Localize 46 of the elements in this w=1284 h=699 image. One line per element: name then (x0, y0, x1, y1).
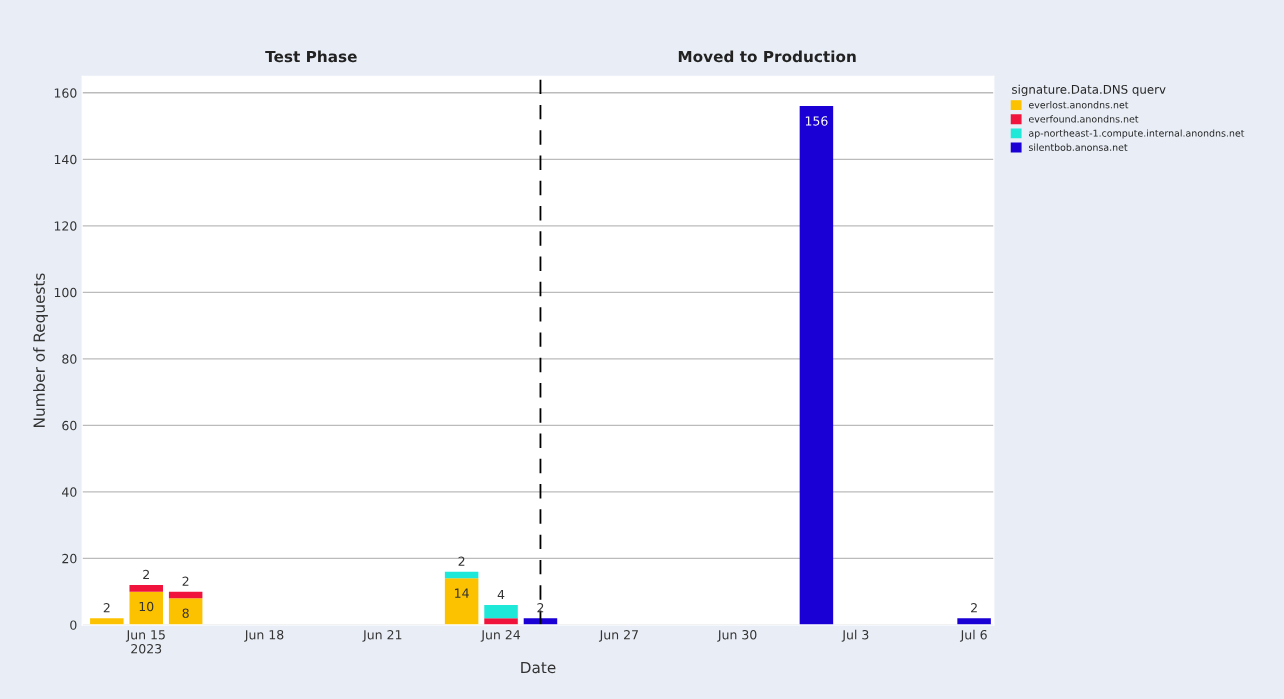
legend-title: signature.Data.DNS querv (1012, 84, 1166, 97)
x-tick-label: Jun 24 (480, 629, 521, 642)
bar (444, 578, 479, 625)
x-tick-label: Jun 15 2023 (125, 630, 165, 654)
bar (484, 604, 518, 619)
bar (168, 598, 203, 625)
text: Test Phase (265, 50, 357, 63)
x-tick-label: Jul 3 (841, 629, 869, 642)
x-tick-label: Jun 30 (717, 629, 757, 642)
y-tick-label: 40 (62, 487, 77, 497)
data-label: 2 (182, 576, 189, 586)
bar (484, 618, 518, 625)
legend-label: ap-northeast-1.compute.internal.anondns.net (1029, 129, 1245, 139)
data-label: 8 (182, 608, 189, 618)
x-tick-label: Jun 21 (362, 629, 402, 642)
data-label: 14 (455, 588, 469, 598)
y-tick-label: 160 (54, 88, 77, 98)
bar (129, 591, 163, 625)
bar (90, 618, 124, 625)
y-tick-label: 60 (62, 420, 77, 431)
data-label: 2 (971, 603, 977, 613)
bar (799, 106, 834, 625)
data-label: 2 (458, 556, 465, 566)
data-label: 2 (143, 569, 149, 580)
x-tick-label: Jun 27 (598, 629, 638, 642)
y-tick-label: 120 (54, 221, 77, 231)
legend-label: silentbob.anonsa.net (1028, 143, 1128, 151)
y-axis-title: Number of Requests (33, 273, 48, 427)
x-tick-label: Jul 6 (959, 629, 987, 642)
data-label: 2 (537, 603, 544, 613)
bar (129, 585, 163, 592)
y-tick-label: 20 (62, 553, 77, 564)
legend-label: everfound.anondns.net (1028, 115, 1139, 123)
data-label: 10 (139, 601, 154, 612)
data-label: 2 (103, 603, 110, 613)
text: Moved to Production (678, 50, 856, 63)
y-tick-label: 0 (70, 620, 77, 630)
legend-label: everlost.anondns.net (1028, 101, 1129, 109)
x-axis-title: Date (521, 661, 556, 674)
data-label: 156 (805, 116, 828, 126)
data-label: 4 (497, 589, 505, 600)
y-tick-label: 100 (54, 287, 77, 298)
bar (957, 618, 991, 625)
x-tick-label: Jun 18 (244, 629, 284, 642)
y-tick-label: 140 (54, 154, 77, 165)
y-tick-label: 80 (62, 354, 77, 364)
